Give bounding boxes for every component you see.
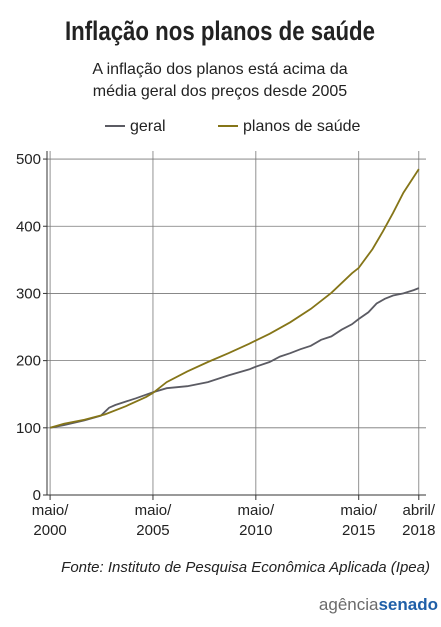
source: Fonte: Instituto de Pesquisa Econômica A… — [61, 559, 430, 576]
legend-label: geral — [130, 118, 166, 135]
y-tick-label: 200 — [16, 353, 41, 370]
tick-label-line: abril/ — [403, 502, 436, 519]
logo-part: agência — [319, 595, 379, 614]
logo: agênciasenado — [319, 595, 438, 614]
tick-label-line: 2010 — [239, 522, 272, 539]
tick-label-line: 2018 — [402, 522, 435, 539]
y-tick-label: 500 — [16, 151, 41, 168]
tick-label-line: maio/ — [135, 502, 173, 519]
x-tick-label: maio/2015 — [340, 502, 378, 539]
y-tick-label: 0 — [33, 487, 41, 504]
tick-label-line: 2000 — [33, 522, 66, 539]
tick-label-line: 2005 — [136, 522, 169, 539]
tick-label-line: maio/ — [32, 502, 70, 519]
tick-label-line: maio/ — [340, 502, 378, 519]
tick-label-line: 2015 — [342, 522, 375, 539]
subtitle: A inflação dos planos está acima da — [92, 61, 347, 78]
logo-part: senado — [378, 595, 438, 614]
subtitle: média geral dos preços desde 2005 — [93, 83, 347, 100]
y-tick-label: 300 — [16, 285, 41, 302]
x-tick-label: maio/2005 — [135, 502, 173, 539]
x-tick-label: maio/2000 — [32, 502, 70, 539]
chart-title: Inflação nos planos de saúde — [65, 16, 375, 46]
line-series — [49, 168, 420, 429]
line-series — [49, 287, 420, 429]
y-tick-label: 100 — [16, 420, 41, 437]
legend-label: planos de saúde — [243, 118, 361, 135]
tick-label-line: maio/ — [237, 502, 275, 519]
x-tick-label: maio/2010 — [237, 502, 275, 539]
x-tick-label: abril/2018 — [402, 502, 436, 539]
y-tick-label: 400 — [16, 218, 41, 235]
